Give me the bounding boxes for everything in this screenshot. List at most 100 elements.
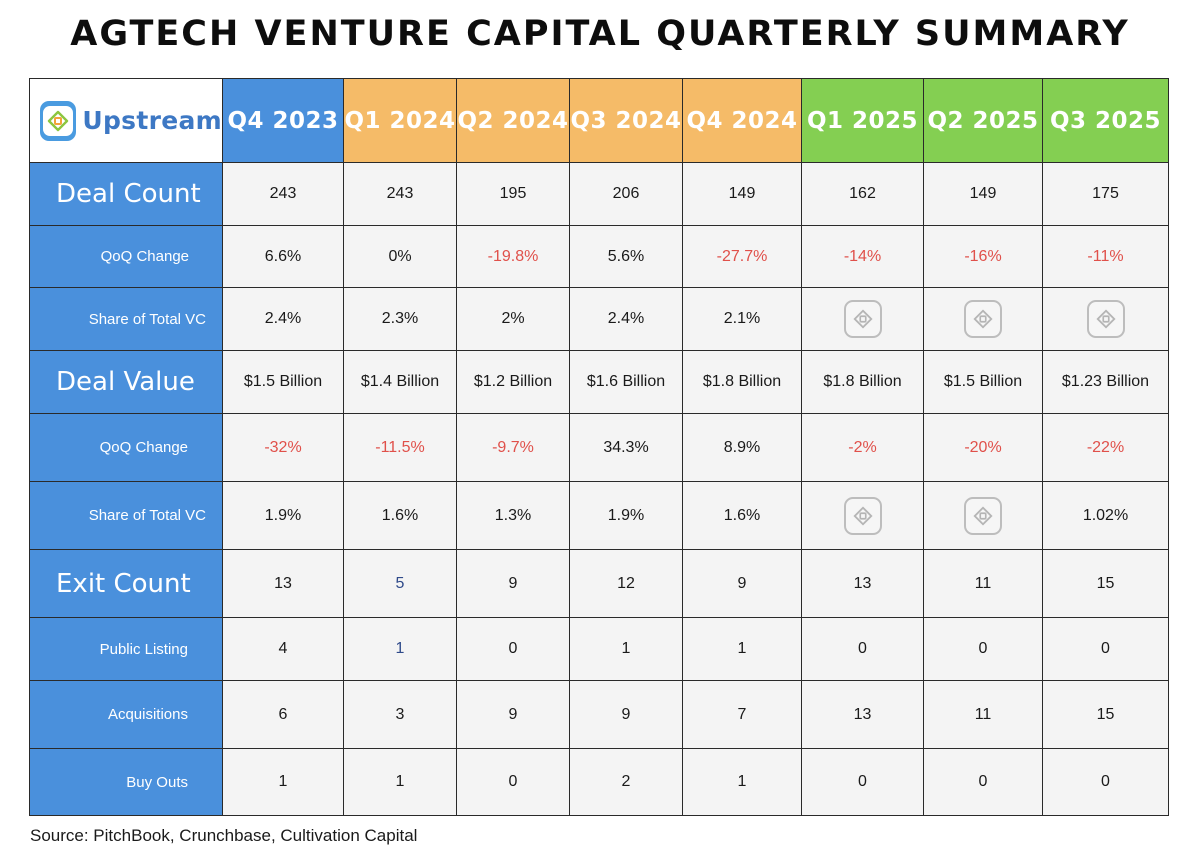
table-cell: 0% (343, 225, 457, 288)
table-cell: 195 (456, 162, 570, 226)
table-cell (923, 481, 1043, 550)
table-cell: 9 (682, 549, 802, 618)
table-cell: 0 (456, 617, 570, 681)
table-cell: 34.3% (569, 413, 683, 482)
table-cell: 0 (923, 617, 1043, 681)
upstream-placeholder-icon (964, 496, 1002, 535)
table-cell: 206 (569, 162, 683, 226)
table-cell (1042, 287, 1169, 351)
table-cell: 149 (682, 162, 802, 226)
quarter-header: Q2 2025 (923, 78, 1043, 163)
row-label: Deal Value (29, 350, 223, 414)
table-cell: $1.2 Billion (456, 350, 570, 414)
table-cell: 1 (343, 748, 457, 816)
table-cell: $1.5 Billion (222, 350, 344, 414)
table-cell: 175 (1042, 162, 1169, 226)
table-cell: -11.5% (343, 413, 457, 482)
table-cell: 1 (343, 617, 457, 681)
row-label: Public Listing (29, 617, 223, 681)
table-row-deal-value: Deal Value $1.5 Billion $1.4 Billion $1.… (29, 350, 1169, 414)
table-row-acquisitions: Acquisitions 6 3 9 9 7 13 11 15 (29, 680, 1169, 749)
quarter-header: Q4 2024 (682, 78, 802, 163)
table-cell: 2.3% (343, 287, 457, 351)
row-label: Share of Total VC (29, 287, 223, 351)
quarter-header: Q1 2025 (801, 78, 924, 163)
table-cell: 1 (569, 617, 683, 681)
table-cell: -20% (923, 413, 1043, 482)
table-cell: 6.6% (222, 225, 344, 288)
table-cell: -14% (801, 225, 924, 288)
table-cell (801, 481, 924, 550)
table-cell: -19.8% (456, 225, 570, 288)
table-cell: 2.4% (569, 287, 683, 351)
table-cell: 1 (682, 748, 802, 816)
table-cell: 9 (456, 680, 570, 749)
table-cell: 8.9% (682, 413, 802, 482)
table-cell: 0 (923, 748, 1043, 816)
summary-table: Upstream Q4 2023 Q1 2024 Q2 2024 Q3 2024… (29, 78, 1169, 816)
table-cell: 1.9% (222, 481, 344, 550)
table-cell: 11 (923, 680, 1043, 749)
upstream-placeholder-icon (843, 300, 882, 338)
row-label: Acquisitions (29, 680, 223, 749)
page-title: AGTECH VENTURE CAPITAL QUARTERLY SUMMARY (70, 14, 1130, 54)
table-row-deal-qoq: QoQ Change 6.6% 0% -19.8% 5.6% -27.7% -1… (29, 225, 1169, 288)
table-cell: -22% (1042, 413, 1169, 482)
table-cell: 5.6% (569, 225, 683, 288)
quarter-header: Q3 2024 (569, 78, 683, 163)
table-row-exit-count: Exit Count 13 5 9 12 9 13 11 15 (29, 549, 1169, 618)
table-row-deal-count: Deal Count 243 243 195 206 149 162 149 1… (29, 162, 1169, 226)
quarter-header: Q2 2024 (456, 78, 570, 163)
table-cell: 12 (569, 549, 683, 618)
table-cell: $1.8 Billion (801, 350, 924, 414)
brand-name: Upstream (82, 106, 222, 135)
table-cell: 5 (343, 549, 457, 618)
upstream-placeholder-icon (1086, 300, 1125, 338)
table-cell: $1.6 Billion (569, 350, 683, 414)
table-cell: 149 (923, 162, 1043, 226)
row-label: QoQ Change (29, 413, 223, 482)
table-cell: 0 (801, 617, 924, 681)
table-cell: -9.7% (456, 413, 570, 482)
table-cell (923, 287, 1043, 351)
table-cell: 1.9% (569, 481, 683, 550)
table-cell: 0 (801, 748, 924, 816)
table-cell: 13 (801, 680, 924, 749)
table-cell: $1.8 Billion (682, 350, 802, 414)
table-cell: -2% (801, 413, 924, 482)
table-cell: 9 (569, 680, 683, 749)
row-label: Buy Outs (29, 748, 223, 816)
quarter-header: Q1 2024 (343, 78, 457, 163)
table-cell: 2 (569, 748, 683, 816)
table-cell: $1.4 Billion (343, 350, 457, 414)
table-cell: 1.6% (343, 481, 457, 550)
table-cell: 3 (343, 680, 457, 749)
upstream-logo-icon (40, 100, 77, 141)
quarter-header: Q4 2023 (222, 78, 344, 163)
table-cell: 11 (923, 549, 1043, 618)
table-cell: -16% (923, 225, 1043, 288)
table-cell: 243 (222, 162, 344, 226)
table-cell: 0 (456, 748, 570, 816)
header-row: Upstream Q4 2023 Q1 2024 Q2 2024 Q3 2024… (29, 78, 1169, 163)
table-cell: 162 (801, 162, 924, 226)
table-cell: -11% (1042, 225, 1169, 288)
table-cell: 0 (1042, 748, 1169, 816)
table-cell: 243 (343, 162, 457, 226)
table-cell: 15 (1042, 680, 1169, 749)
row-label: Exit Count (29, 549, 223, 618)
table-cell: 13 (801, 549, 924, 618)
table-cell: 9 (456, 549, 570, 618)
table-cell: 0 (1042, 617, 1169, 681)
table-cell: 15 (1042, 549, 1169, 618)
table-row-public-listing: Public Listing 4 1 0 1 1 0 0 0 (29, 617, 1169, 681)
table-cell: 13 (222, 549, 344, 618)
table-cell: 1 (222, 748, 344, 816)
table-cell: 2% (456, 287, 570, 351)
table-cell: -32% (222, 413, 344, 482)
table-cell: 6 (222, 680, 344, 749)
row-label: Share of Total VC (29, 481, 223, 550)
table-cell: 2.4% (222, 287, 344, 351)
table-cell: 4 (222, 617, 344, 681)
row-label: Deal Count (29, 162, 223, 226)
